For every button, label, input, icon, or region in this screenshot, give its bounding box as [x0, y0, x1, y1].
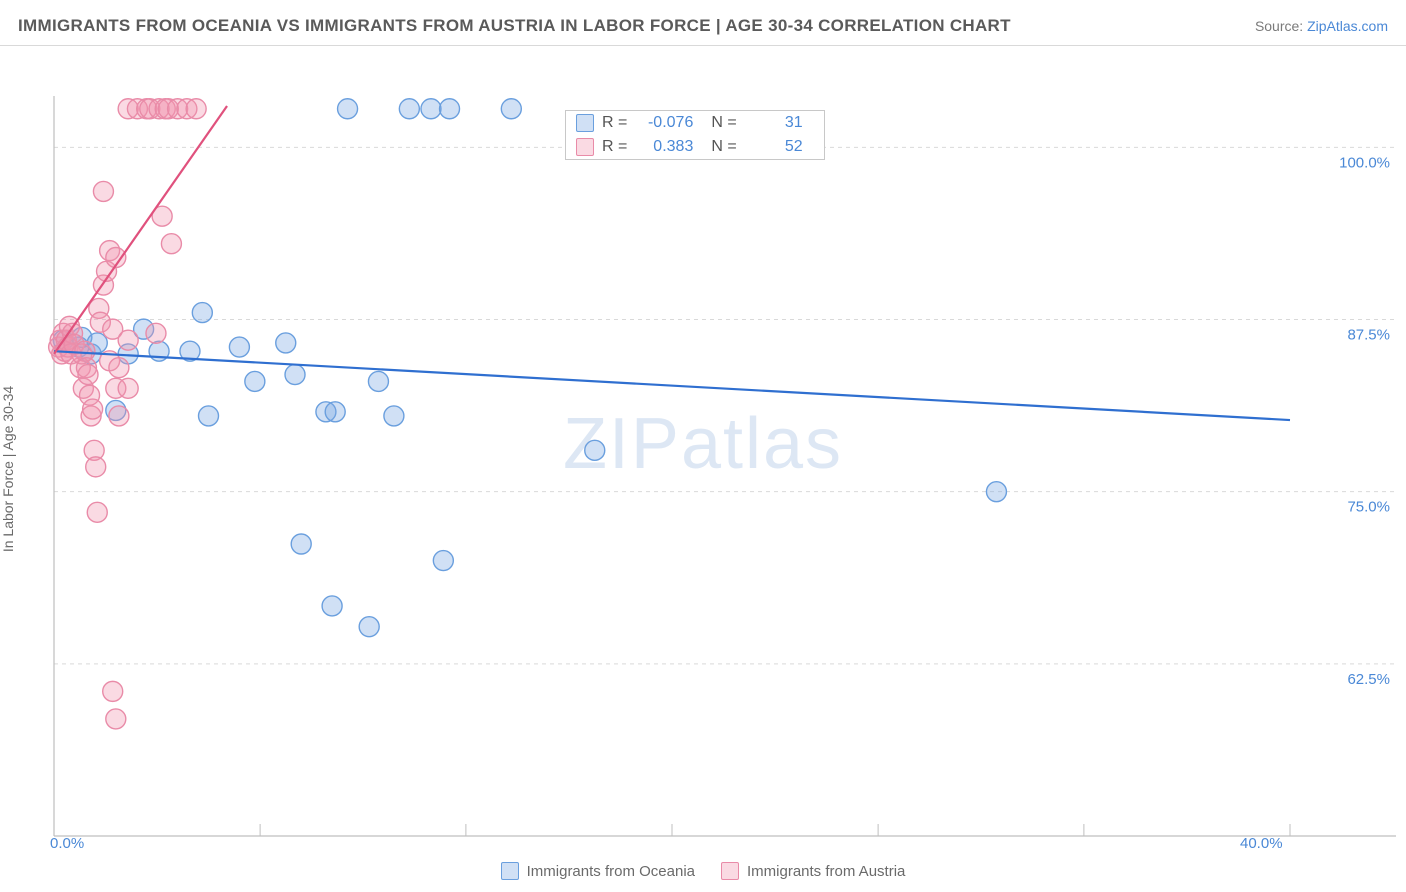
- source-link[interactable]: ZipAtlas.com: [1307, 18, 1388, 34]
- chart-area: In Labor Force | Age 30-34 ZIPatlas 62.5…: [0, 46, 1406, 892]
- y-axis-label: In Labor Force | Age 30-34: [0, 386, 16, 552]
- svg-text:100.0%: 100.0%: [1339, 154, 1390, 171]
- legend-swatch-oceania: [501, 862, 519, 880]
- x-axis-legend: Immigrants from Oceania Immigrants from …: [0, 862, 1406, 880]
- legend-item-austria: Immigrants from Austria: [721, 862, 905, 880]
- x-axis-tick-max: 40.0%: [1240, 835, 1283, 852]
- x-axis-tick-min: 0.0%: [50, 835, 84, 852]
- legend-label-oceania: Immigrants from Oceania: [527, 863, 695, 880]
- stats-swatch: [576, 138, 594, 156]
- source-prefix: Source:: [1255, 18, 1307, 34]
- legend-swatch-austria: [721, 862, 739, 880]
- correlation-stats-box: R =-0.076N =31R =0.383N =52: [565, 110, 825, 160]
- stats-row: R =-0.076N =31: [566, 111, 824, 135]
- scatter-plot-svg: 62.5% 75.0% 87.5% 100.0%: [0, 46, 1406, 892]
- legend-item-oceania: Immigrants from Oceania: [501, 862, 695, 880]
- svg-text:62.5%: 62.5%: [1347, 671, 1390, 688]
- chart-header: IMMIGRANTS FROM OCEANIA VS IMMIGRANTS FR…: [0, 0, 1406, 46]
- source-attribution: Source: ZipAtlas.com: [1255, 18, 1388, 34]
- svg-text:87.5%: 87.5%: [1347, 326, 1390, 343]
- legend-label-austria: Immigrants from Austria: [747, 863, 905, 880]
- svg-text:75.0%: 75.0%: [1347, 499, 1390, 516]
- stats-swatch: [576, 114, 594, 132]
- chart-title: IMMIGRANTS FROM OCEANIA VS IMMIGRANTS FR…: [18, 16, 1011, 36]
- stats-row: R =0.383N =52: [566, 135, 824, 159]
